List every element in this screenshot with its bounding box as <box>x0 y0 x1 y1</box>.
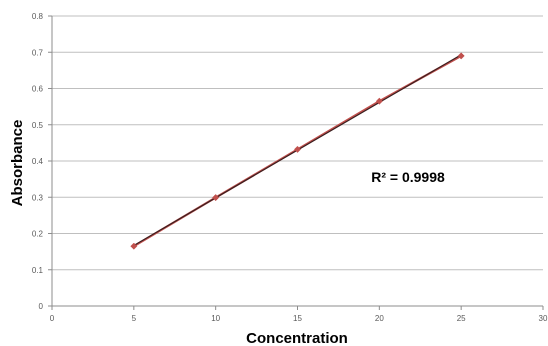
x-tick-label: 30 <box>539 314 548 323</box>
x-tick-label: 20 <box>375 314 384 323</box>
y-tick-label: 0.4 <box>32 157 44 166</box>
r-squared-annotation: R² = 0.9998 <box>371 169 445 185</box>
x-tick-label: 0 <box>50 314 55 323</box>
data-point <box>375 97 383 105</box>
y-tick-label: 0.1 <box>32 266 44 275</box>
x-tick-label: 5 <box>132 314 137 323</box>
tick-labels: 0 0.1 0.2 0.3 0.4 0.5 0.6 0.7 0.8 0 5 10 15 20 25 30 <box>32 12 548 323</box>
y-tick-label: 0.7 <box>32 48 44 57</box>
y-axis-title: Absorbance <box>9 120 26 207</box>
data-points <box>130 52 465 250</box>
y-tick-label: 0.6 <box>32 85 44 94</box>
y-tick-label: 0.3 <box>32 193 44 202</box>
y-tick-label: 0.5 <box>32 121 44 130</box>
axes <box>48 15 544 310</box>
x-tick-label: 25 <box>457 314 466 323</box>
y-tick-label: 0.8 <box>32 12 44 21</box>
data-point <box>293 145 302 153</box>
gridlines <box>52 15 543 271</box>
data-point <box>457 52 465 60</box>
y-tick-label: 0.2 <box>32 230 44 239</box>
x-tick-label: 10 <box>211 314 220 323</box>
data-point <box>130 242 138 250</box>
data-point <box>212 194 220 202</box>
y-tick-label: 0 <box>39 302 44 311</box>
x-axis-title: Concentration <box>246 330 348 346</box>
x-tick-label: 15 <box>293 314 302 323</box>
